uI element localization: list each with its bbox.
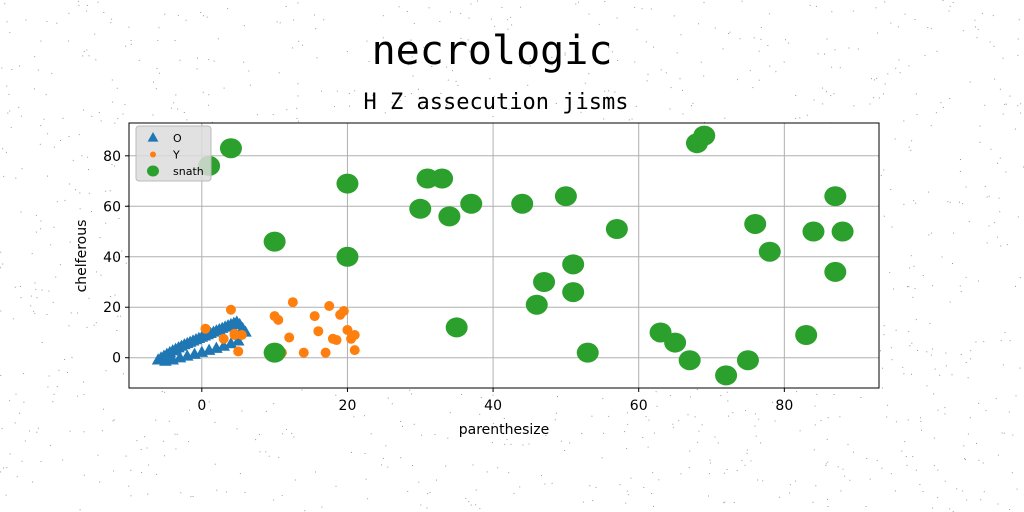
plot-border [128,122,880,389]
legend-label: O [173,132,182,145]
data-point [263,342,286,363]
y-tick-label: 60 [103,199,121,215]
data-point [219,138,242,159]
data-point [229,328,240,339]
data-point [431,168,454,189]
legend-item: Y [150,149,180,162]
data-point [342,324,353,335]
data-point [309,311,320,322]
series-O [151,315,252,366]
legend-item: snath [147,165,204,178]
data-point [824,261,847,282]
data-point [313,326,324,337]
y-tick-label: 20 [103,300,121,316]
data-point [284,332,295,343]
data-point [562,254,585,275]
legend-marker [147,132,159,142]
y-axis-label: chelferous [74,220,90,293]
data-point [802,221,825,242]
x-axis-ticks: 0 20 40 60 80 [197,388,793,414]
chart-marks [151,125,854,386]
legend-marker [147,165,159,177]
data-point [678,350,701,371]
data-point [263,231,286,252]
data-point [605,219,628,239]
chart-title: necrologic [372,28,613,74]
x-tick-label: 0 [197,398,206,414]
data-point [298,347,309,358]
chart-subtitle: H Z assecution jisms [364,90,629,115]
y-tick-label: 80 [103,149,121,165]
data-point [576,342,599,363]
data-point [831,221,854,242]
x-tick-label: 80 [775,398,793,414]
data-point [460,193,483,214]
x-tick-label: 20 [339,398,357,414]
data-point [693,125,716,146]
data-point [336,246,359,267]
data-point [233,346,244,357]
legend-label: Y [172,149,180,162]
data-point [554,186,577,207]
legend-marker [150,151,156,158]
series-snath [198,125,854,386]
data-point [287,297,298,308]
x-tick-label: 40 [484,398,502,414]
data-point [715,365,738,386]
data-point [409,198,432,219]
legend-item: O [147,132,182,145]
data-point [511,193,534,214]
plot-frame [129,123,879,388]
data-point [736,350,759,371]
y-tick-label: 40 [103,250,121,266]
plot-area [128,122,880,389]
data-point [336,173,359,194]
data-point [533,272,556,292]
data-point [438,206,461,227]
series-Y [200,297,360,358]
data-point [231,334,245,346]
data-point [349,330,360,340]
data-point [218,333,229,344]
legend-label: snath [173,165,204,178]
data-point [338,306,349,317]
data-point [824,186,847,207]
data-point [200,323,211,334]
data-point [525,294,548,315]
data-point [320,347,331,358]
data-point [331,335,342,346]
x-axis-label: parenthesize [459,422,550,438]
y-tick-label: 0 [112,351,121,367]
data-point [324,300,335,311]
data-point [664,332,687,353]
data-point [445,317,468,338]
data-point [744,213,767,234]
data-point [225,304,236,315]
data-point [795,325,818,345]
x-tick-label: 60 [630,398,648,414]
data-point [758,241,781,262]
y-axis-ticks: 0 20 40 60 80 [103,149,129,367]
data-point [349,345,360,356]
data-point [273,314,284,325]
data-point [562,282,585,303]
